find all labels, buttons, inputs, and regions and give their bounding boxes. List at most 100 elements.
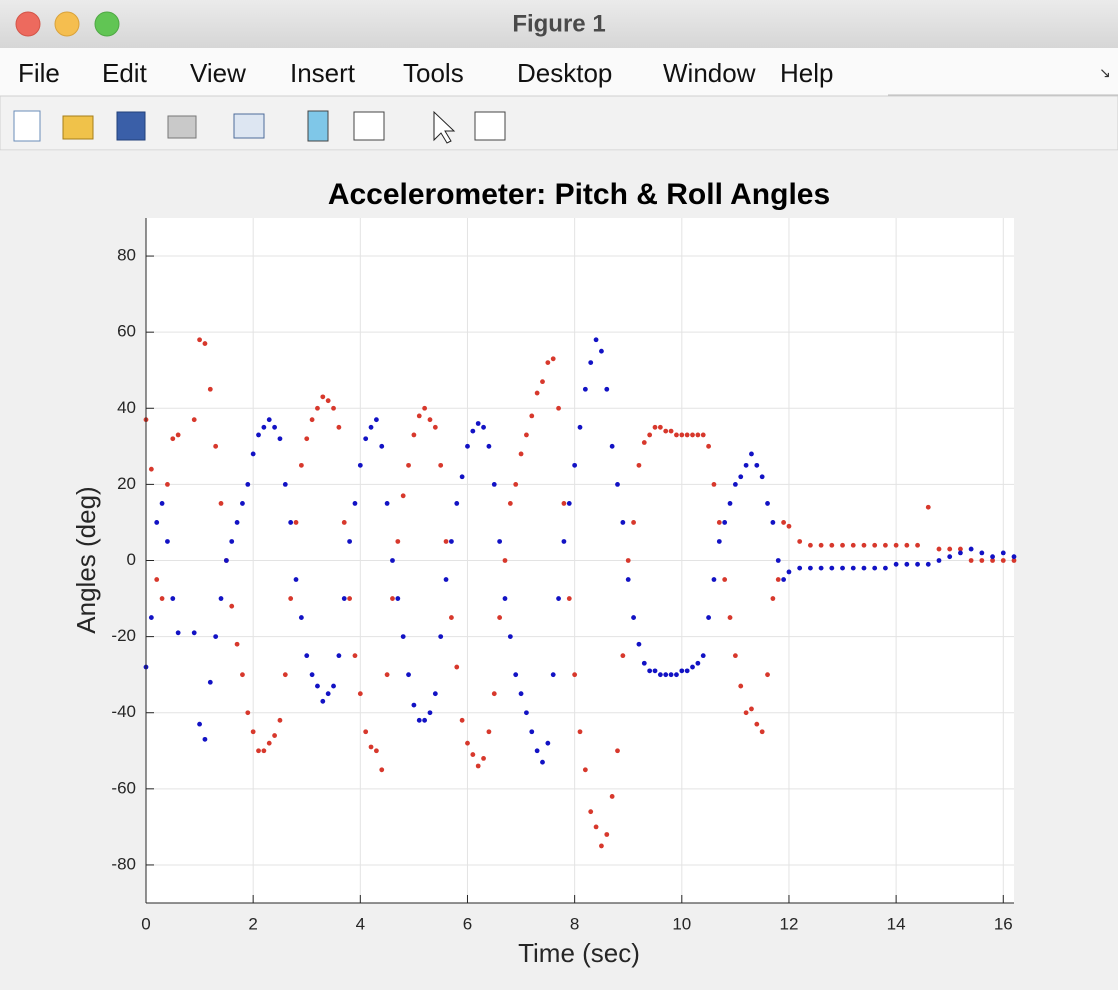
scatter-point bbox=[347, 539, 353, 544]
menu-item[interactable]: View bbox=[190, 58, 246, 88]
property-icon[interactable] bbox=[474, 111, 506, 141]
scatter-point bbox=[475, 763, 481, 769]
scatter-point bbox=[513, 481, 519, 487]
toolbar-icons bbox=[13, 110, 506, 144]
scatter-point bbox=[577, 729, 583, 735]
scatter-point bbox=[245, 481, 251, 487]
scatter-point bbox=[588, 360, 594, 366]
scatter-point bbox=[395, 539, 401, 544]
scatter-point bbox=[368, 744, 374, 750]
scatter-point bbox=[320, 394, 326, 400]
scatter-point bbox=[609, 443, 615, 449]
scatter-point bbox=[615, 481, 620, 487]
x-tick-label: 16 bbox=[994, 914, 1013, 933]
scatter-point bbox=[674, 672, 679, 678]
scatter-point bbox=[261, 424, 267, 430]
scatter-point bbox=[400, 634, 406, 640]
scatter-point bbox=[170, 596, 176, 601]
menu-item[interactable]: Help bbox=[780, 58, 833, 88]
scatter-point bbox=[282, 672, 288, 678]
scatter-point bbox=[797, 539, 803, 544]
scatter-point bbox=[781, 520, 787, 525]
scatter-point bbox=[363, 729, 369, 735]
x-tick-label: 4 bbox=[356, 914, 365, 933]
scatter-point bbox=[861, 542, 867, 548]
scatter-point bbox=[148, 466, 154, 472]
scatter-point bbox=[925, 504, 931, 510]
menu-item[interactable]: File bbox=[18, 58, 60, 88]
scatter-point bbox=[245, 710, 251, 716]
scatter-point bbox=[674, 432, 679, 438]
scatter-point bbox=[566, 501, 572, 506]
scatter-point bbox=[240, 501, 245, 506]
menu-item[interactable]: Tools bbox=[403, 58, 464, 88]
scatter-point bbox=[883, 542, 888, 548]
scatter-point bbox=[432, 424, 438, 430]
scatter-point bbox=[406, 672, 411, 678]
menu-item[interactable]: Window bbox=[663, 58, 756, 88]
scatter-point bbox=[411, 432, 417, 438]
scatter-point bbox=[250, 729, 256, 735]
scatter-point bbox=[872, 565, 878, 571]
scatter-point bbox=[534, 390, 540, 396]
scatter-point bbox=[850, 565, 856, 571]
link-icon[interactable] bbox=[233, 113, 265, 139]
scatter-point bbox=[298, 462, 304, 468]
scatter-point bbox=[759, 474, 765, 480]
open-icon[interactable] bbox=[62, 115, 94, 140]
scatter-point bbox=[749, 451, 754, 457]
scatter-point bbox=[497, 539, 503, 544]
scatter-point bbox=[936, 558, 942, 563]
chart-title: Accelerometer: Pitch & Roll Angles bbox=[328, 178, 830, 211]
scatter-point bbox=[599, 843, 604, 849]
scatter-point bbox=[690, 664, 695, 670]
menu-item[interactable]: Edit bbox=[102, 58, 148, 88]
print-icon[interactable] bbox=[167, 115, 197, 139]
scatter-point bbox=[288, 520, 294, 525]
new-icon[interactable] bbox=[13, 110, 41, 142]
save-icon[interactable] bbox=[116, 111, 146, 141]
menu-arrow[interactable]: ↘ bbox=[1099, 65, 1111, 81]
legend-icon[interactable] bbox=[353, 111, 385, 141]
scatter-point bbox=[604, 832, 610, 837]
scatter-point bbox=[277, 436, 283, 442]
minimize-button[interactable] bbox=[54, 11, 80, 37]
scatter-point bbox=[743, 710, 749, 716]
scatter-point bbox=[593, 337, 599, 343]
scatter-point bbox=[818, 565, 824, 571]
scatter-point bbox=[936, 546, 942, 552]
scatter-point bbox=[288, 596, 294, 601]
scatter-point bbox=[716, 520, 722, 525]
menu-item[interactable]: Insert bbox=[290, 58, 356, 88]
scatter-point bbox=[615, 748, 620, 754]
scatter-point bbox=[159, 501, 165, 506]
zoom-button[interactable] bbox=[94, 11, 120, 37]
close-button[interactable] bbox=[15, 11, 41, 37]
pointer-icon[interactable] bbox=[433, 110, 456, 144]
scatter-point bbox=[491, 481, 497, 487]
scatter-point bbox=[416, 413, 422, 419]
scatter-point bbox=[497, 615, 503, 620]
x-tick-label: 2 bbox=[248, 914, 257, 933]
menu-item[interactable]: Desktop bbox=[517, 58, 612, 88]
scatter-point bbox=[234, 520, 240, 525]
scatter-point bbox=[298, 615, 304, 620]
colorbar-icon[interactable] bbox=[307, 110, 329, 142]
scatter-point bbox=[770, 520, 776, 525]
scatter-point bbox=[331, 405, 336, 411]
scatter-point bbox=[556, 596, 561, 601]
scatter-point bbox=[738, 474, 744, 480]
scatter-point bbox=[336, 653, 342, 659]
x-tick-label: 8 bbox=[570, 914, 579, 933]
scatter-point bbox=[561, 539, 567, 544]
scatter-point bbox=[357, 462, 363, 468]
scatter-point bbox=[234, 641, 240, 647]
scatter-point bbox=[449, 615, 454, 620]
scatter-point bbox=[175, 630, 181, 636]
scatter-point bbox=[657, 424, 663, 430]
scatter-point bbox=[818, 542, 824, 548]
scatter-point bbox=[213, 443, 219, 449]
scatter-point bbox=[325, 398, 331, 404]
scatter-point bbox=[400, 493, 406, 499]
scatter-point bbox=[416, 717, 422, 723]
